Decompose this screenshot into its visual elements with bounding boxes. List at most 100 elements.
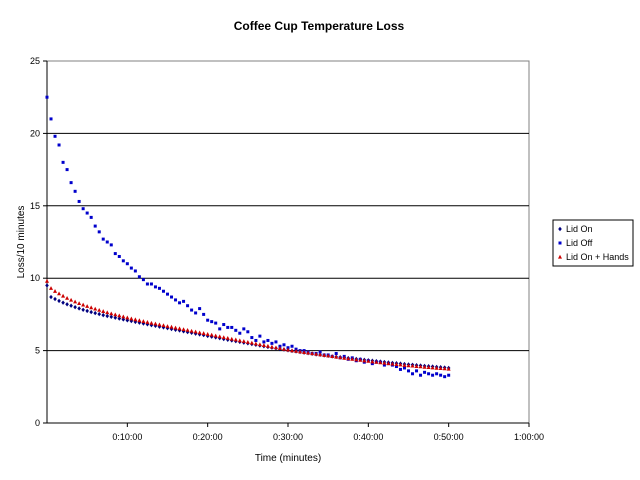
data-point	[49, 286, 54, 290]
data-point	[89, 309, 93, 315]
data-point	[233, 337, 238, 342]
chart-title: Coffee Cup Temperature Loss	[234, 19, 405, 33]
data-point	[241, 339, 246, 343]
data-point	[45, 283, 49, 288]
data-point	[85, 211, 89, 215]
data-point	[186, 304, 190, 308]
data-point	[358, 357, 363, 362]
data-point	[125, 315, 130, 320]
data-point	[89, 305, 94, 310]
data-point	[133, 317, 138, 322]
data-point	[205, 332, 210, 336]
data-point	[354, 357, 359, 362]
data-point	[93, 224, 97, 228]
data-point	[423, 370, 427, 374]
data-point	[419, 373, 423, 377]
data-point	[153, 323, 158, 329]
data-point	[97, 311, 102, 317]
y-tick-label: 10	[30, 273, 40, 283]
legend-label: Lid On	[566, 224, 593, 234]
data-point	[69, 181, 73, 185]
data-point	[149, 320, 154, 325]
series-group	[45, 95, 451, 379]
data-point	[438, 366, 443, 371]
data-point	[81, 307, 85, 312]
data-point	[370, 362, 374, 366]
data-point	[61, 293, 66, 298]
data-point	[53, 134, 57, 138]
data-point	[290, 344, 294, 348]
legend-marker	[558, 241, 562, 245]
data-point	[402, 366, 406, 370]
data-point	[45, 95, 49, 99]
y-axis-label: Loss/10 minutes	[16, 206, 27, 279]
data-point	[181, 329, 186, 334]
data-point	[447, 373, 451, 377]
data-point	[73, 304, 77, 310]
data-point	[346, 356, 351, 361]
data-point	[93, 306, 98, 311]
data-point	[222, 323, 226, 327]
data-point	[246, 330, 250, 334]
data-point	[57, 143, 61, 147]
data-point	[273, 345, 278, 350]
data-point	[69, 297, 74, 302]
data-point	[121, 314, 126, 319]
data-point	[129, 316, 134, 321]
y-tick-label: 0	[35, 418, 40, 428]
data-point	[201, 331, 206, 335]
data-point	[261, 343, 266, 347]
data-point	[145, 282, 149, 286]
data-point	[238, 331, 242, 335]
data-point	[178, 301, 182, 305]
x-tick-label: 1:00:00	[514, 432, 544, 442]
data-point	[446, 366, 451, 371]
data-point	[209, 332, 214, 337]
data-point	[415, 369, 419, 373]
data-point	[402, 363, 407, 367]
data-point	[174, 298, 178, 302]
data-point	[101, 312, 106, 318]
data-point	[274, 340, 278, 344]
data-point	[177, 328, 182, 333]
data-point	[157, 322, 162, 327]
data-point	[185, 327, 190, 332]
data-point	[330, 354, 335, 358]
data-point	[250, 336, 254, 340]
data-point	[326, 353, 331, 358]
data-point	[121, 317, 126, 322]
data-point	[382, 360, 387, 365]
data-point	[73, 299, 78, 304]
data-point	[258, 334, 262, 338]
data-point	[245, 340, 250, 344]
data-point	[65, 302, 69, 307]
data-point	[281, 346, 286, 351]
data-point	[190, 308, 194, 312]
data-point	[218, 327, 222, 331]
data-point	[334, 354, 339, 359]
data-point	[109, 314, 114, 320]
data-point	[338, 355, 343, 360]
data-point	[182, 299, 186, 303]
data-point	[350, 356, 355, 361]
data-point	[406, 363, 411, 368]
data-point	[407, 369, 410, 373]
data-point	[101, 309, 106, 313]
data-point	[362, 358, 367, 363]
data-point	[105, 313, 110, 319]
data-point	[61, 300, 65, 305]
data-point	[153, 285, 157, 289]
data-point	[145, 320, 150, 324]
plot-area	[46, 60, 530, 424]
data-point	[398, 362, 403, 367]
data-point	[318, 350, 322, 354]
data-point	[141, 278, 145, 282]
data-point	[217, 334, 222, 339]
data-point	[269, 344, 274, 349]
data-point	[77, 301, 82, 305]
data-point	[137, 275, 141, 279]
data-point	[386, 361, 391, 366]
data-point	[133, 269, 137, 273]
data-point	[430, 365, 435, 370]
